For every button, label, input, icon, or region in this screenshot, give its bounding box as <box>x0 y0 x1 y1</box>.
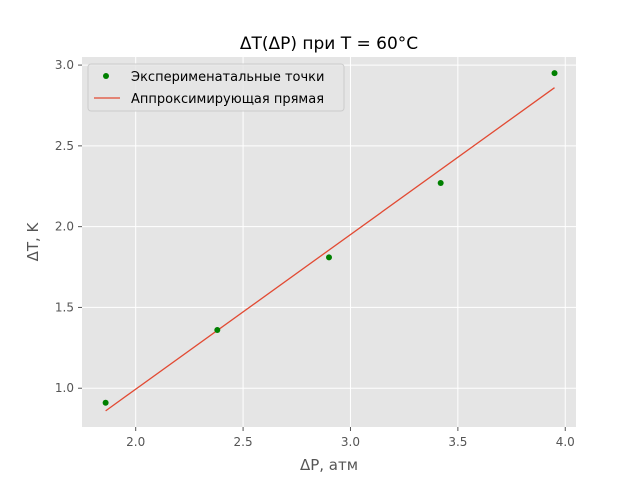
plot-area <box>82 57 576 427</box>
legend-label-points: Эксперименатальные точки <box>131 70 324 85</box>
data-point <box>326 254 332 261</box>
legend-marker-points <box>103 73 109 79</box>
x-tick-label: 2.0 <box>126 435 145 449</box>
data-point <box>437 180 444 187</box>
data-points <box>102 70 558 406</box>
data-point <box>551 70 558 77</box>
y-tick-label: 3.0 <box>55 58 74 72</box>
y-tick-label: 2.0 <box>55 220 74 234</box>
legend-label-line: Аппроксимирующая прямая <box>131 92 324 107</box>
x-tick-label: 3.5 <box>448 435 467 449</box>
x-axis-label: ΔP, атм <box>300 456 358 474</box>
legend-box <box>87 63 345 112</box>
data-point <box>214 327 221 334</box>
y-tick-label: 1.0 <box>55 381 74 395</box>
fit-line <box>105 87 555 412</box>
y-tick-label: 1.5 <box>55 300 74 314</box>
y-tick-label: 2.5 <box>55 139 74 153</box>
y-axis-label: ΔT, K <box>24 221 42 261</box>
legend: Эксперименатальные точки Аппроксимирующа… <box>87 63 345 112</box>
ticks: 2.0 2.5 3.0 3.5 4.0 1.0 1.5 2.0 2.5 3.0 <box>55 58 575 449</box>
chart-title: ΔT(ΔP) при T = 60°C <box>240 34 418 54</box>
x-tick-label: 3.0 <box>341 435 360 449</box>
x-tick-label: 2.5 <box>234 435 253 449</box>
x-tick-label: 4.0 <box>556 435 575 449</box>
data-point <box>102 399 109 406</box>
